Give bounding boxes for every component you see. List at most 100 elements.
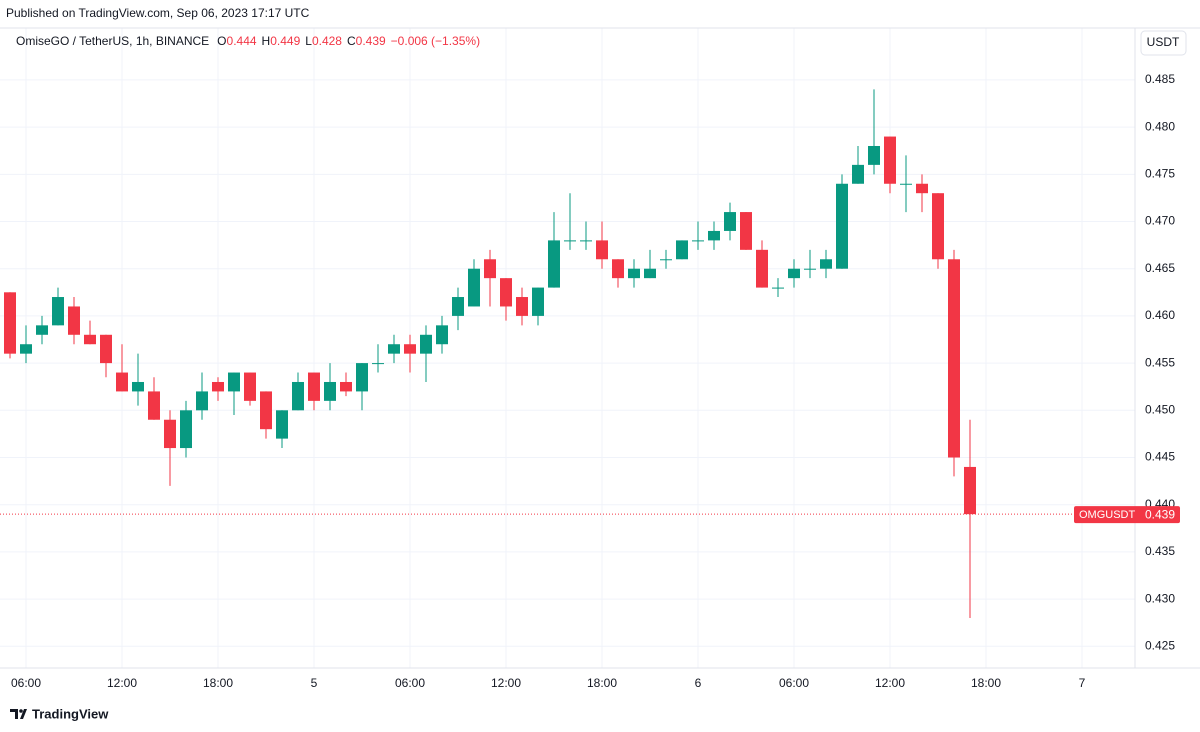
x-tick-label: 7 (1079, 676, 1086, 690)
candle-body (548, 240, 560, 288)
candle-body (500, 278, 512, 307)
candle-body (308, 372, 320, 401)
candle-body (788, 268, 800, 279)
x-tick-label: 18:00 (203, 676, 233, 690)
candle-body (68, 306, 80, 335)
brand-logo (10, 709, 27, 719)
candle-body (532, 287, 544, 316)
candle-body (356, 363, 368, 392)
y-tick-label: 0.460 (1145, 308, 1175, 322)
candle-body (228, 372, 240, 392)
x-tick-label: 5 (311, 676, 318, 690)
candle-body (20, 344, 32, 354)
candle-body (404, 344, 416, 354)
ohlc-label: C (347, 34, 356, 48)
candle-body (436, 325, 448, 345)
candle-body (708, 230, 720, 241)
candle-body (372, 363, 384, 365)
candle-body (468, 268, 480, 307)
candle-body (820, 259, 832, 269)
y-tick-label: 0.430 (1145, 591, 1175, 605)
candle-body (4, 292, 16, 354)
candle-body (884, 136, 896, 184)
candle-body (196, 391, 208, 411)
ohlc-label: L (305, 34, 312, 48)
candle-body (740, 212, 752, 250)
candle-body (724, 212, 736, 231)
candle-body (660, 259, 672, 261)
candle-body (836, 183, 848, 269)
candle-body (100, 334, 112, 364)
candle-body (36, 325, 48, 335)
candle-body (132, 381, 144, 392)
candle-body (596, 240, 608, 260)
last-price-value: 0.439 (1145, 507, 1175, 521)
candle-body (84, 334, 96, 345)
x-tick-label: 12:00 (491, 676, 521, 690)
y-tick-label: 0.480 (1145, 119, 1175, 133)
candle-body (804, 268, 816, 270)
candles (4, 89, 976, 618)
candle-body (276, 410, 288, 439)
candle-body (420, 334, 432, 354)
candle-body (180, 410, 192, 449)
last-price-symbol: OMGUSDT (1079, 509, 1136, 521)
currency[interactable]: USDT (1147, 35, 1180, 49)
candle-body (340, 381, 352, 392)
ohlc-label: H (262, 34, 271, 48)
candle-body (324, 381, 336, 401)
x-tick-label: 6 (695, 676, 702, 690)
candle-body (772, 287, 784, 289)
candle-body (52, 297, 64, 326)
candle-body (964, 466, 976, 515)
y-tick-label: 0.450 (1145, 402, 1175, 416)
candle-body (212, 381, 224, 392)
currency-button[interactable] (1140, 30, 1187, 56)
change: −0.006 (−1.35%) (391, 34, 480, 48)
candle-body (644, 268, 656, 279)
x-tick-label: 12:00 (107, 676, 137, 690)
candle-body (452, 297, 464, 316)
y-tick-label: 0.445 (1145, 450, 1175, 464)
y-tick-label: 0.455 (1145, 355, 1175, 369)
candle-body (292, 381, 304, 411)
candle-body (916, 183, 928, 194)
candle-body (260, 391, 272, 430)
x-tick-label: 18:00 (587, 676, 617, 690)
y-tick-label: 0.435 (1145, 544, 1175, 558)
candle-body (612, 259, 624, 279)
candle-body (580, 240, 592, 242)
candle-body (516, 297, 528, 316)
y-tick-label: 0.465 (1145, 261, 1175, 275)
y-tick-label: 0.425 (1145, 638, 1175, 652)
candle-body (628, 268, 640, 279)
candle-body (948, 259, 960, 458)
candle-body (116, 372, 128, 392)
candle-body (148, 391, 160, 420)
candle-body (932, 193, 944, 260)
candle-body (564, 240, 576, 242)
candle-body (164, 419, 176, 449)
published: Published on TradingView.com, Sep 06, 20… (6, 6, 310, 20)
y-tick-label: 0.475 (1145, 166, 1175, 180)
candle-body (900, 183, 912, 185)
candle-body (852, 164, 864, 184)
x-tick-label: 06:00 (11, 676, 41, 690)
candle-body (692, 240, 704, 242)
y-tick-label: 0.485 (1145, 72, 1175, 86)
brand: TradingView (32, 706, 109, 721)
symbol: OmiseGO / TetherUS, 1h, BINANCE (16, 34, 209, 48)
x-tick-label: 06:00 (779, 676, 809, 690)
x-tick-label: 12:00 (875, 676, 905, 690)
candle-body (388, 344, 400, 354)
x-tick-label: 06:00 (395, 676, 425, 690)
candle-body (868, 145, 880, 165)
y-tick-label: 0.470 (1145, 214, 1175, 228)
ohlc-value: 0.449 (270, 34, 300, 48)
candle-body (244, 372, 256, 401)
ohlc-value: 0.444 (227, 34, 257, 48)
candle-body (676, 240, 688, 260)
symbol-legend: OmiseGO / TetherUS, 1h, BINANCE O0.444 H0.… (16, 34, 480, 48)
